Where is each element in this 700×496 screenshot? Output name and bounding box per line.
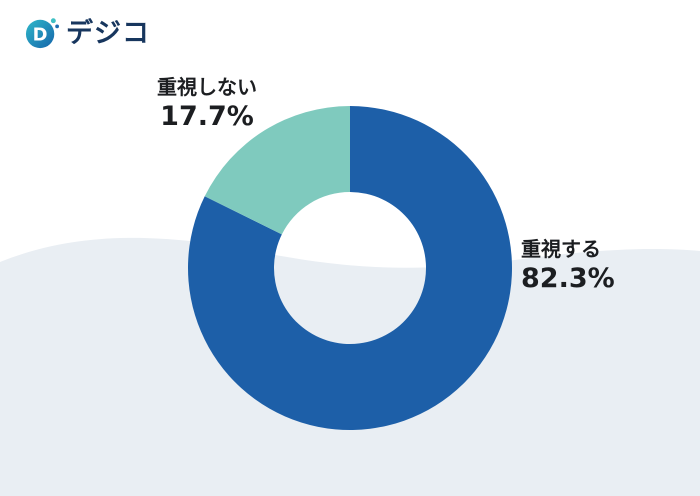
- segment-label-not-important: 重視しない 17.7%: [134, 74, 280, 134]
- segment-label-important: 重視する 82.3%: [521, 236, 615, 296]
- donut-slice-1: [204, 106, 350, 235]
- logo-dot: [55, 24, 59, 29]
- segment-name: 重視しない: [157, 75, 257, 99]
- segment-name: 重視する: [521, 237, 601, 261]
- segment-value: 82.3%: [521, 263, 615, 294]
- logo-dot: [50, 18, 56, 24]
- logo-letter: D: [33, 25, 48, 46]
- digico-logo-text: デジコ: [66, 17, 150, 49]
- segment-value: 17.7%: [160, 101, 254, 132]
- logo-circle: [25, 19, 55, 49]
- digico-logo-icon: D: [25, 18, 59, 49]
- donut-chart: [185, 103, 515, 433]
- donut-slice-0: [188, 106, 512, 430]
- donut-chart-svg: [188, 106, 512, 430]
- logo: D デジコ: [25, 15, 150, 51]
